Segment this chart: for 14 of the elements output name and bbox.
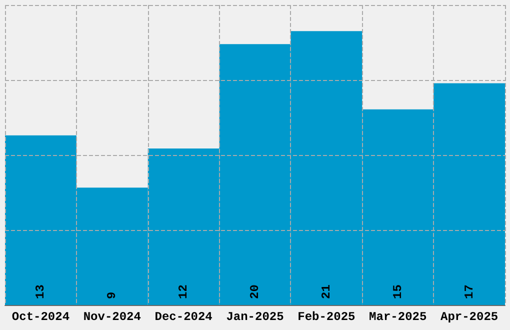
- data-label: 13: [34, 284, 48, 299]
- x-tick-label: Feb-2025: [298, 310, 356, 324]
- x-tick-label: Jan-2025: [226, 310, 284, 324]
- x-tick-label: Nov-2024: [83, 310, 141, 324]
- data-label: 15: [390, 284, 405, 299]
- x-tick-label: Mar-2025: [369, 310, 427, 324]
- data-label: 20: [248, 284, 262, 299]
- data-label: 9: [105, 292, 120, 299]
- x-tick-label: Apr-2025: [440, 310, 498, 324]
- x-tick-label: Dec-2024: [154, 310, 212, 324]
- data-label: 12: [176, 284, 191, 299]
- data-label: 21: [319, 284, 334, 299]
- x-tick-label: Oct-2024: [12, 310, 70, 324]
- data-label: 17: [462, 284, 476, 299]
